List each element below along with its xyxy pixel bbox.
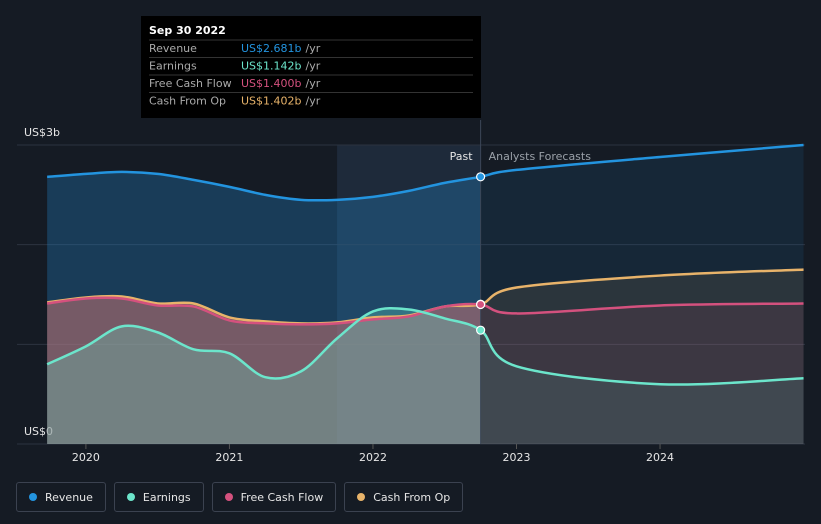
legend-label: Revenue bbox=[45, 490, 93, 504]
legend-swatch bbox=[357, 493, 366, 501]
x-tick-label: 2020 bbox=[72, 451, 100, 464]
tooltip-label: Revenue bbox=[149, 42, 197, 55]
legend-swatch bbox=[224, 493, 233, 501]
area-forecast bbox=[480, 303, 804, 444]
legend: Revenue Earnings Free Cash Flow Cash From O… bbox=[16, 482, 464, 512]
legend-item[interactable]: Cash From Op bbox=[344, 482, 464, 512]
tooltip-value: US$1.402b/yr bbox=[241, 95, 321, 108]
y-tick-label: US$3b bbox=[24, 126, 60, 139]
tooltip-unit: /yr bbox=[306, 95, 321, 108]
tooltip-unit: /yr bbox=[306, 42, 321, 55]
legend-swatch bbox=[29, 493, 37, 501]
tooltip-unit: /yr bbox=[306, 60, 321, 73]
tooltip-number: US$2.681b bbox=[241, 42, 302, 55]
tooltip-number: US$1.402b bbox=[241, 95, 302, 108]
tooltip-box bbox=[141, 16, 481, 118]
point-marker bbox=[476, 299, 486, 310]
point-marker bbox=[476, 325, 486, 335]
series-line bbox=[46, 296, 804, 326]
tooltip-value: US$2.681b/yr bbox=[241, 42, 321, 55]
point-marker bbox=[476, 172, 486, 182]
area-past bbox=[47, 171, 481, 444]
series-line bbox=[47, 143, 804, 202]
last-year-highlight bbox=[337, 145, 481, 444]
legend-swatch bbox=[126, 493, 135, 501]
tooltip-number: US$1.400b bbox=[241, 77, 302, 90]
x-tick-label: 2022 bbox=[359, 451, 387, 464]
tooltip-unit: /yr bbox=[306, 77, 321, 90]
legend-label: Cash From Op bbox=[373, 490, 451, 504]
tooltip-label: Free Cash Flow bbox=[149, 77, 232, 90]
area-forecast bbox=[480, 269, 804, 444]
chart: US$0 US$3b 2020 2021 2022 2023 2024 Past Analyst… bbox=[17, 16, 805, 464]
area-past bbox=[47, 297, 481, 444]
x-tick-label: 2023 bbox=[502, 451, 530, 464]
past-label: Past bbox=[450, 150, 474, 163]
area-past bbox=[47, 308, 481, 444]
legend-item[interactable]: Free Cash Flow bbox=[211, 482, 337, 512]
tooltip: Sep 30 2022 Revenue US$2.681b/yr Earnings US… bbox=[141, 16, 481, 118]
area-forecast bbox=[480, 330, 804, 444]
area-past bbox=[47, 296, 481, 444]
legend-item[interactable]: Revenue bbox=[16, 482, 106, 512]
x-tick-label: 2024 bbox=[646, 451, 674, 464]
tooltip-label: Cash From Op bbox=[149, 95, 226, 108]
y-tick-label: US$0 bbox=[24, 425, 53, 438]
forecast-label: Analysts Forecasts bbox=[489, 150, 592, 163]
series-line bbox=[46, 306, 804, 386]
legend-label: Free Cash Flow bbox=[240, 490, 324, 504]
tooltip-label: Earnings bbox=[149, 60, 197, 73]
tooltip-date: Sep 30 2022 bbox=[149, 24, 226, 37]
tooltip-value: US$1.142b/yr bbox=[241, 60, 321, 73]
legend-item[interactable]: Earnings bbox=[113, 482, 204, 512]
x-tick-label: 2021 bbox=[215, 451, 243, 464]
area-forecast bbox=[480, 145, 804, 444]
tooltip-value: US$1.400b/yr bbox=[241, 77, 321, 90]
legend-label: Earnings bbox=[142, 490, 191, 504]
tooltip-number: US$1.142b bbox=[241, 60, 302, 73]
